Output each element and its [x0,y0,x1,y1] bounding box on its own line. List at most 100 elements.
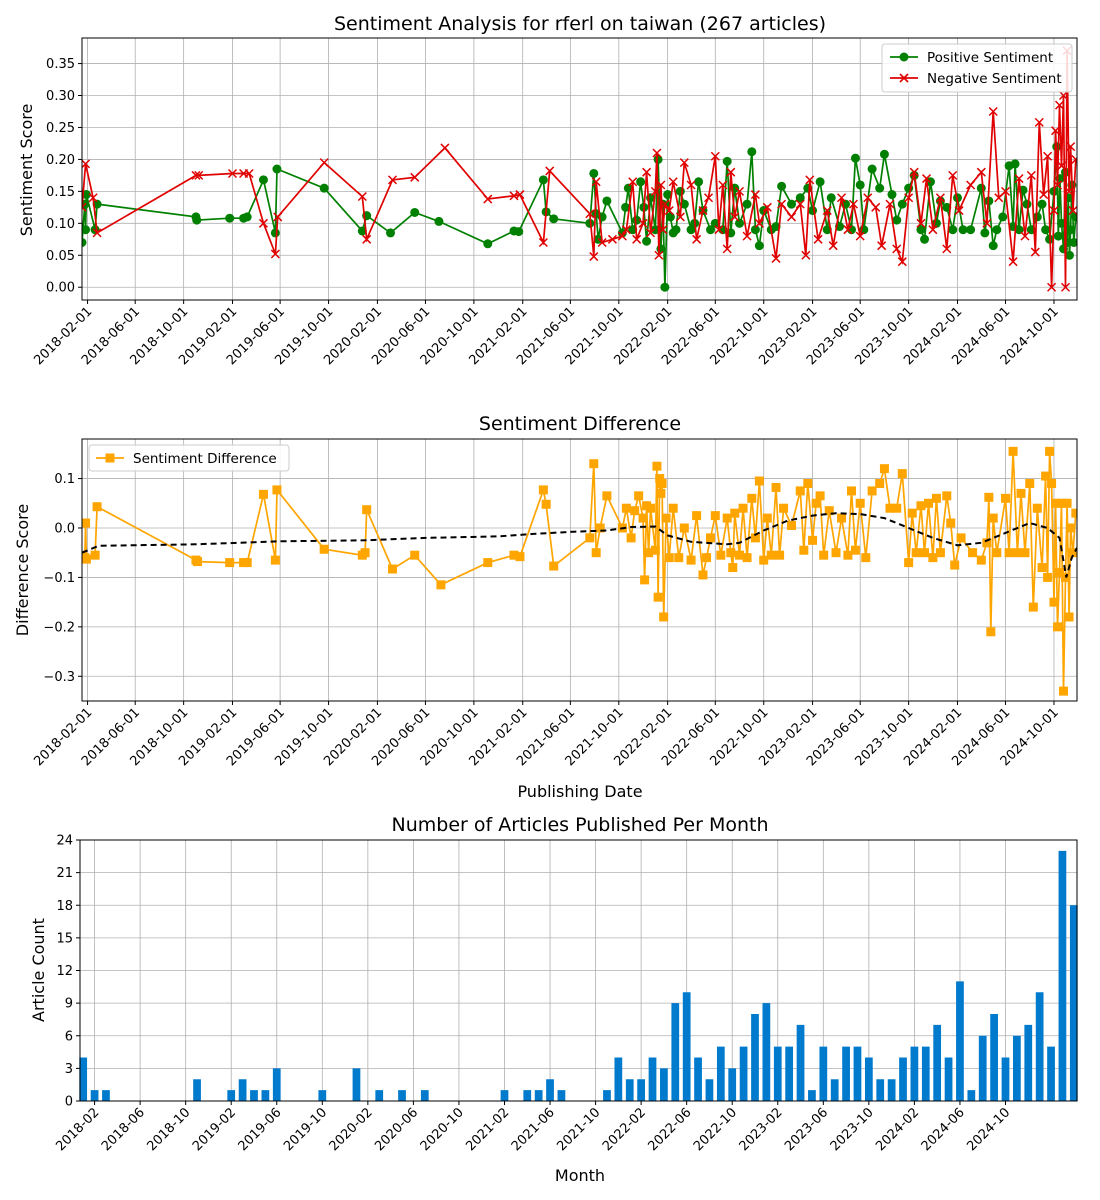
article-count-bar [272,1068,281,1101]
difference-point [591,548,601,558]
y-tick-label: 0.0 [54,521,75,536]
negative-point [726,167,736,177]
difference-point [650,545,660,555]
positive-point [988,241,998,251]
negative-point [1000,186,1011,196]
difference-point [924,498,934,508]
difference-point [509,550,519,560]
article-count-bar [842,1046,850,1101]
positive-point [357,226,367,236]
difference-point [595,523,605,533]
article-count-bar [716,1046,725,1101]
difference-point [946,518,956,528]
positive-point [850,153,860,163]
difference-point [646,503,656,513]
article-count-bar [625,1079,634,1101]
difference-point [602,491,612,501]
difference-point [942,491,952,501]
negative-point [686,180,696,190]
y-tick-label: 0.1 [54,472,75,487]
negative-point [82,159,91,169]
positive-point [897,199,907,209]
article-count-bar [79,1057,88,1101]
negative-point [1026,170,1036,180]
negative-point [538,237,548,248]
difference-point [931,493,941,503]
positive-point [1071,212,1077,222]
article-count-bar [773,1046,782,1101]
negative-point [82,202,87,212]
negative-point [675,212,685,222]
positive-point [82,225,91,235]
difference-point [319,544,329,554]
difference-point [875,478,885,488]
negative-point [362,234,372,244]
positive-point [663,190,673,200]
positive-point [706,225,716,235]
article-count-bar [102,1090,110,1101]
negative-point [692,234,702,244]
negative-point [258,218,268,228]
difference-point [92,502,102,512]
difference-legend-box [88,444,290,472]
positive-point [1069,237,1077,247]
y-tick-label: 0 [65,1095,73,1110]
positive-point [694,177,704,187]
positive-point [1037,199,1047,209]
difference-point [892,503,902,513]
difference-point [904,558,914,568]
negative-point [357,191,367,202]
negative-point [1054,100,1065,110]
difference-plot-area [82,446,1077,696]
negative-point [877,241,887,251]
article-count-bar [1035,992,1044,1101]
articles-plot-area [79,850,1078,1101]
y-tick-label: 9 [65,997,73,1012]
difference-y-ticks: −0.3 −0.2 −0.1 0.0 0.1 [43,472,82,685]
difference-point [664,553,674,563]
y-tick-label: 0.30 [46,89,75,104]
difference-point [976,555,986,565]
difference-point [824,506,834,516]
difference-point [698,570,708,580]
positive-point [514,227,524,237]
article-count-bar [1058,850,1067,1101]
positive-point [966,225,976,235]
article-count-bar [899,1057,907,1101]
positive-point [434,216,444,226]
positive-point [867,164,877,174]
difference-point [692,511,702,521]
difference-point [911,548,921,558]
negative-point [638,218,648,228]
positive-point [602,196,612,206]
articles-y-axis-label: Article Count [29,918,48,1022]
negative-point [440,143,450,153]
negative-point [813,234,823,244]
positive-point [887,190,897,200]
positive-point [621,202,631,212]
article-count-bar [546,1079,554,1101]
negative-point [1064,186,1074,196]
negative-point [410,172,420,182]
difference-point [1016,488,1026,498]
difference-point [968,548,978,558]
difference-point [766,550,776,560]
article-count-bar [671,1003,680,1101]
negative-point [628,177,638,187]
negative-point [988,106,998,117]
positive-point [82,190,91,200]
article-count-bar [682,992,691,1101]
difference-point [759,555,769,565]
legend-positive-marker [899,52,909,62]
difference-point [779,503,789,513]
positive-point [671,225,681,235]
difference-point [775,550,785,560]
difference-point [722,513,732,523]
article-count-bar [796,1024,805,1101]
article-count-bar [705,1079,714,1101]
negative-point [589,252,599,262]
negative-point [718,180,728,190]
negative-point [828,241,838,251]
negative-point [921,174,932,184]
negative-point [762,202,772,212]
